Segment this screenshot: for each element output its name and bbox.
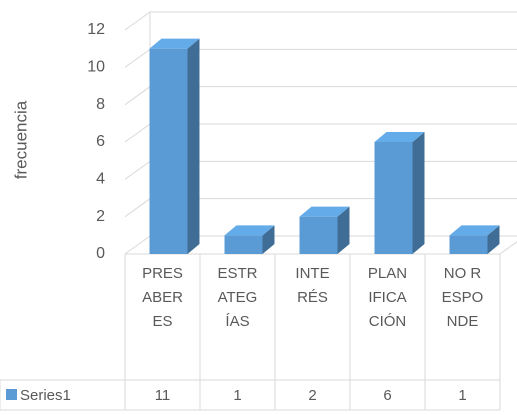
y-tick-label: 0: [96, 245, 105, 262]
bar-side: [412, 132, 425, 254]
legend-label: Series1: [20, 387, 71, 404]
bar-top: [224, 225, 275, 236]
y-tick-label: 8: [96, 96, 105, 113]
bar: [224, 235, 263, 254]
x-category-label: INTERÉS: [295, 265, 330, 306]
y-axis-label: frecuencia: [11, 100, 30, 179]
bar-top: [374, 132, 425, 142]
y-tick-label: 2: [96, 208, 105, 225]
table-value: 2: [308, 387, 316, 404]
x-category-label: PRESABERES: [142, 265, 183, 330]
bar: [149, 48, 188, 254]
table-value: 6: [383, 387, 391, 404]
x-category-label: ESTRATEGÍAS: [217, 265, 258, 330]
x-category-label: PLANIFICACIÓN: [367, 265, 408, 330]
grid-line: [124, 11, 517, 31]
y-tick-label: 12: [87, 21, 105, 38]
table-value: 11: [155, 387, 171, 404]
bar-side: [262, 225, 275, 254]
x-category-label: NO RESPONDE: [441, 265, 484, 330]
bar-top: [449, 225, 500, 236]
bar: [299, 216, 338, 254]
bar-top: [299, 206, 350, 217]
bar-top: [149, 38, 200, 49]
floor-right: [499, 241, 517, 255]
bar: [374, 142, 413, 254]
bar-side: [187, 38, 200, 254]
bar-side: [337, 206, 350, 254]
y-tick-label: 6: [96, 133, 105, 150]
y-tick-label: 4: [96, 171, 105, 188]
legend-swatch: [6, 389, 17, 400]
table-value: 1: [233, 387, 241, 404]
y-tick-label: 10: [87, 59, 105, 76]
table-value: 1: [458, 387, 466, 404]
bar-side: [487, 225, 500, 254]
bar: [449, 235, 488, 254]
